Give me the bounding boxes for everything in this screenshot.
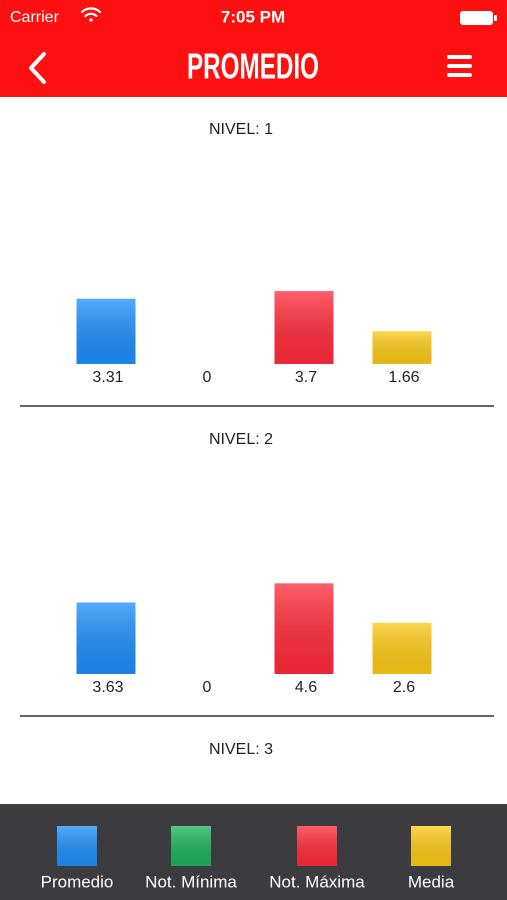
legend-label: Not. Mínima bbox=[145, 872, 237, 891]
clock: 7:05 PM bbox=[221, 7, 285, 26]
bar-shading bbox=[274, 291, 334, 364]
bar-shading bbox=[274, 583, 334, 674]
wifi-icon bbox=[80, 7, 102, 22]
battery-icon bbox=[460, 11, 497, 25]
back-button[interactable] bbox=[29, 52, 46, 84]
legend-label: Not. Máxima bbox=[269, 872, 365, 891]
bar-shading bbox=[372, 622, 432, 674]
value-label: 0 bbox=[203, 369, 212, 386]
value-label: 2.6 bbox=[393, 679, 415, 696]
legend-label: Promedio bbox=[41, 872, 114, 891]
value-label: 3.7 bbox=[295, 369, 317, 386]
bar-shading bbox=[76, 298, 136, 364]
legend-swatch-shading bbox=[297, 826, 337, 866]
bar-shading bbox=[76, 602, 136, 674]
legend-swatch-shading bbox=[171, 826, 211, 866]
value-label: 4.6 bbox=[295, 679, 317, 696]
legend-swatch-shading bbox=[411, 826, 451, 866]
bar-shading bbox=[372, 331, 432, 364]
chart-title: NIVEL: 2 bbox=[209, 431, 273, 448]
legend-swatch-shading bbox=[57, 826, 97, 866]
page-title: PROMEDIO bbox=[187, 46, 319, 87]
legend-label: Media bbox=[408, 872, 455, 891]
value-label: 3.63 bbox=[92, 679, 123, 696]
value-label: 1.66 bbox=[388, 369, 419, 386]
value-label: 0 bbox=[203, 679, 212, 696]
chart-title: NIVEL: 1 bbox=[209, 121, 273, 138]
section-title: NIVEL: 3 bbox=[209, 741, 273, 758]
carrier: Carrier bbox=[10, 9, 60, 26]
value-label: 3.31 bbox=[92, 369, 123, 386]
menu-button[interactable] bbox=[447, 55, 472, 77]
